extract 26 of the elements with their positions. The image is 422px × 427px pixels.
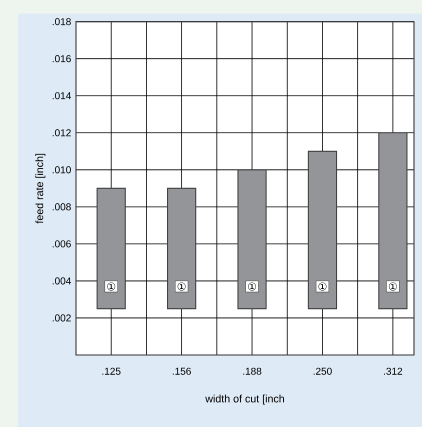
y-tick-label: .016 <box>52 55 71 62</box>
x-tick-label: .156 <box>172 368 191 375</box>
x-tick-label: .312 <box>384 368 402 375</box>
y-tick-label: .002 <box>52 314 71 322</box>
annotation: ① <box>318 282 326 290</box>
bar <box>167 188 196 310</box>
y-tick-label: .014 <box>52 92 71 100</box>
annotation: ① <box>178 282 186 290</box>
y-tick-label: .012 <box>52 129 71 136</box>
bar <box>237 169 267 310</box>
y-tick-label: .010 <box>52 166 71 174</box>
x-axis-title: width of cut [inch <box>205 394 284 405</box>
bar <box>378 132 408 310</box>
x-tick-label: .188 <box>243 368 262 375</box>
annotation: ① <box>388 282 397 290</box>
y-tick-label: .008 <box>52 203 71 210</box>
y-tick-label: .018 <box>52 18 71 26</box>
bar <box>308 150 338 310</box>
x-tick-label: .250 <box>314 368 332 375</box>
annotation: ① <box>248 282 256 290</box>
y-tick-label: .004 <box>52 277 71 284</box>
bar <box>96 188 126 310</box>
annotation: ① <box>107 282 116 290</box>
x-tick-label: .125 <box>102 368 121 375</box>
y-axis-title: feed rate [inch] <box>35 154 46 224</box>
y-tick-label: .006 <box>52 240 71 248</box>
